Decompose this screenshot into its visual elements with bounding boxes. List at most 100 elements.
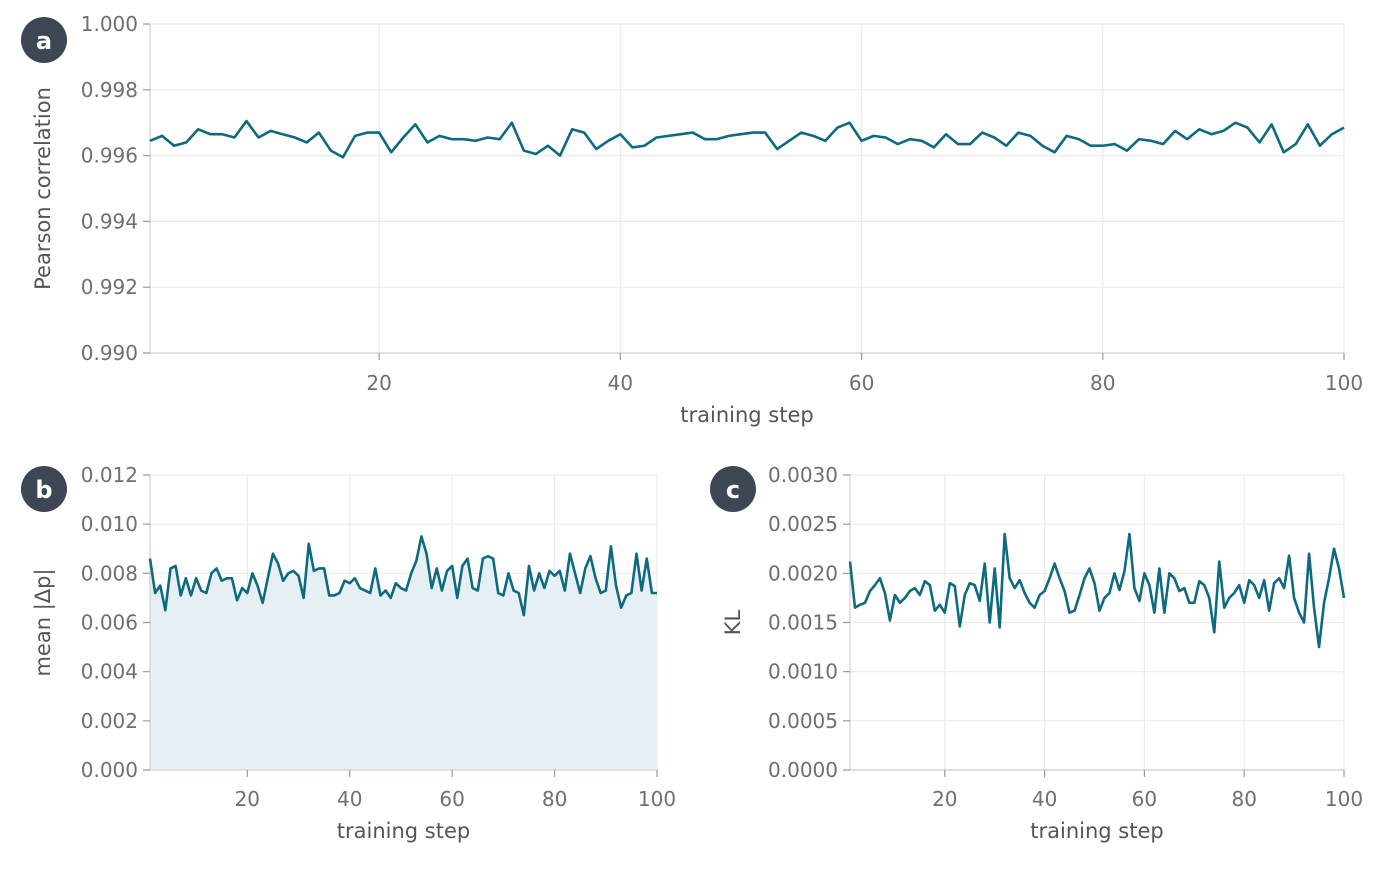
data-point <box>466 557 469 560</box>
data-point <box>1193 602 1196 605</box>
data-point <box>1018 579 1021 582</box>
data-point <box>1088 567 1091 570</box>
data-point <box>1188 602 1191 605</box>
data-point <box>1338 567 1341 570</box>
data-point <box>450 138 453 141</box>
data-point <box>215 567 218 570</box>
data-point <box>1168 572 1171 575</box>
data-point <box>988 621 991 624</box>
data-point <box>1288 554 1291 557</box>
data-point <box>313 570 316 573</box>
data-point <box>1223 606 1226 609</box>
data-point <box>1308 552 1311 555</box>
data-point <box>978 600 981 603</box>
data-point <box>849 560 852 563</box>
x-tick-label: 80 <box>1090 371 1115 395</box>
data-point <box>251 572 254 575</box>
data-point <box>958 625 961 628</box>
data-point <box>944 611 947 614</box>
data-point <box>498 138 501 141</box>
data-point <box>1089 144 1092 147</box>
data-point <box>812 135 815 138</box>
data-point <box>1153 611 1156 614</box>
data-point <box>197 128 200 131</box>
data-point <box>579 592 582 595</box>
panel-badge: b <box>21 466 67 512</box>
data-point <box>474 140 477 143</box>
data-point <box>1233 592 1236 595</box>
data-point <box>543 587 546 590</box>
data-point <box>318 131 321 134</box>
data-point <box>667 135 670 138</box>
data-point <box>1033 606 1036 609</box>
data-point <box>610 545 613 548</box>
panel-badge: a <box>21 17 67 63</box>
data-point <box>281 133 284 136</box>
data-point <box>149 557 152 560</box>
data-point <box>277 562 280 565</box>
x-tick-label: 20 <box>932 787 957 811</box>
data-point <box>369 592 372 595</box>
data-point <box>1263 579 1266 582</box>
data-point <box>210 572 213 575</box>
data-point <box>246 592 249 595</box>
data-point <box>1174 130 1177 133</box>
data-point <box>630 592 633 595</box>
data-point <box>1163 611 1166 614</box>
data-point <box>643 144 646 147</box>
data-point <box>589 555 592 558</box>
y-tick-label: 0.0005 <box>768 709 838 733</box>
data-point <box>266 577 269 580</box>
data-point <box>410 572 413 575</box>
data-point <box>400 587 403 590</box>
y-tick-label: 0.006 <box>81 611 138 635</box>
data-point <box>533 589 536 592</box>
data-point <box>1003 533 1006 536</box>
data-point <box>1093 582 1096 585</box>
data-point <box>149 140 152 143</box>
data-point <box>957 143 960 146</box>
data-point <box>287 572 290 575</box>
data-point <box>968 582 971 585</box>
data-point <box>497 592 500 595</box>
data-point <box>691 131 694 134</box>
data-point <box>800 131 803 134</box>
data-point <box>640 589 643 592</box>
data-point <box>441 589 444 592</box>
data-point <box>420 535 423 538</box>
data-point <box>343 579 346 582</box>
data-point <box>896 143 899 146</box>
data-point <box>451 565 454 568</box>
data-point <box>933 146 936 149</box>
data-point <box>190 594 193 597</box>
data-point <box>1313 606 1316 609</box>
data-point <box>272 552 275 555</box>
data-point <box>939 604 942 607</box>
data-point <box>1283 587 1286 590</box>
data-point <box>607 140 610 143</box>
data-point <box>389 597 392 600</box>
data-point <box>1203 584 1206 587</box>
x-tick-label: 80 <box>542 787 567 811</box>
y-axis-label: Pearson correlation <box>31 87 55 290</box>
panel-c: 0.0000 0.0005 0.0010 0.0015 0.0020 0.0025 0.00… <box>710 463 1363 843</box>
data-point <box>583 131 586 134</box>
data-point <box>456 597 459 600</box>
data-point <box>328 594 331 597</box>
data-point <box>1133 587 1136 590</box>
data-point <box>1234 121 1237 124</box>
data-point <box>615 584 618 587</box>
y-axis-label: mean |Δp| <box>31 568 56 676</box>
data-point <box>1248 579 1251 582</box>
badge-circle <box>21 17 67 63</box>
badge-circle <box>710 466 756 512</box>
data-point <box>1114 143 1117 146</box>
y-tick-label: 0.0000 <box>768 758 838 782</box>
x-tick-label: 40 <box>337 787 362 811</box>
y-tick-label: 0.998 <box>81 78 138 102</box>
data-point <box>426 141 429 144</box>
data-point <box>1343 126 1346 129</box>
data-point <box>209 133 212 136</box>
badge-letter: b <box>35 476 52 504</box>
series-area-fill <box>150 536 657 770</box>
